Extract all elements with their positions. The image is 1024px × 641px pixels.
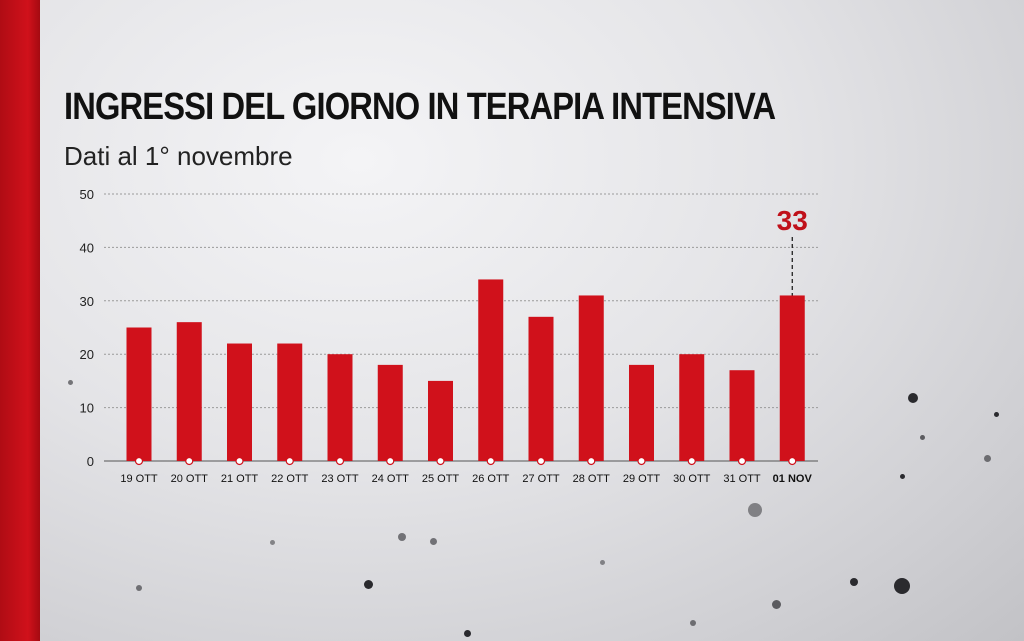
background-speck [398,533,406,541]
bar [478,279,504,461]
bar [176,322,202,461]
bar-base-marker [386,456,395,466]
bar [578,295,604,461]
bar [779,295,805,461]
bar-base-marker [587,456,596,466]
chart-title: INGRESSI DEL GIORNO IN TERAPIA INTENSIVA [64,86,776,128]
bar-base-marker [788,456,797,466]
x-tick-label: 21 OTT [221,473,259,485]
background-speck [690,620,696,626]
bar [377,364,403,461]
x-tick-label: 27 OTT [522,473,560,485]
background-speck [894,578,910,594]
y-tick-label: 0 [87,454,94,469]
background-speck [364,580,373,589]
x-tick-label: 25 OTT [422,473,460,485]
background-speck [772,600,781,609]
y-tick-label: 30 [80,294,94,309]
background-speck [850,578,858,586]
x-tick-label: 19 OTT [120,473,158,485]
bar-base-marker [134,456,144,466]
chart-subtitle: Dati al 1° novembre [64,141,293,171]
y-tick-label: 50 [80,187,94,202]
background-speck [600,560,605,565]
background-speck [270,540,275,545]
bar [679,354,705,461]
y-tick-label: 10 [80,401,94,416]
background-speck [920,435,925,440]
x-tick-label: 23 OTT [321,473,359,485]
x-tick-label: 20 OTT [171,473,209,485]
bar-base-marker [687,456,696,466]
bar-base-marker [185,456,194,466]
bar [428,380,453,461]
x-tick-label: 29 OTT [623,473,661,485]
bar-base-marker [335,456,345,466]
bar-base-marker [235,456,244,466]
background-speck [430,538,437,545]
bar-base-marker [737,456,747,466]
bar [227,343,252,461]
x-tick-label: 30 OTT [673,473,711,485]
background-speck [994,412,999,417]
x-tick-label: 31 OTT [723,473,761,485]
background-speck [464,630,471,637]
bar [729,370,755,461]
y-tick-label: 20 [80,347,94,362]
bar-base-marker [436,456,445,466]
background-speck [984,455,991,462]
background-speck [900,474,905,479]
x-tick-label: 22 OTT [271,473,309,485]
bar-base-marker [637,456,646,466]
x-tick-label: 24 OTT [372,473,410,485]
bar [327,354,353,461]
background-speck [68,380,73,385]
background-speck [908,393,918,403]
background-speck [748,503,762,517]
bar [126,327,152,461]
red-accent-band [0,0,40,641]
bar-base-marker [486,456,495,466]
x-tick-label: 28 OTT [573,473,611,485]
bar [629,364,654,461]
bar-base-marker [536,456,546,466]
highlight-value-label: 33 [777,205,808,236]
y-tick-label: 40 [80,240,94,255]
bar [277,343,303,461]
bar-base-marker [285,456,294,466]
x-tick-label: 26 OTT [472,473,510,485]
bar [528,316,554,461]
background-speck [136,585,142,591]
x-tick-label: 01 NOV [773,473,813,485]
